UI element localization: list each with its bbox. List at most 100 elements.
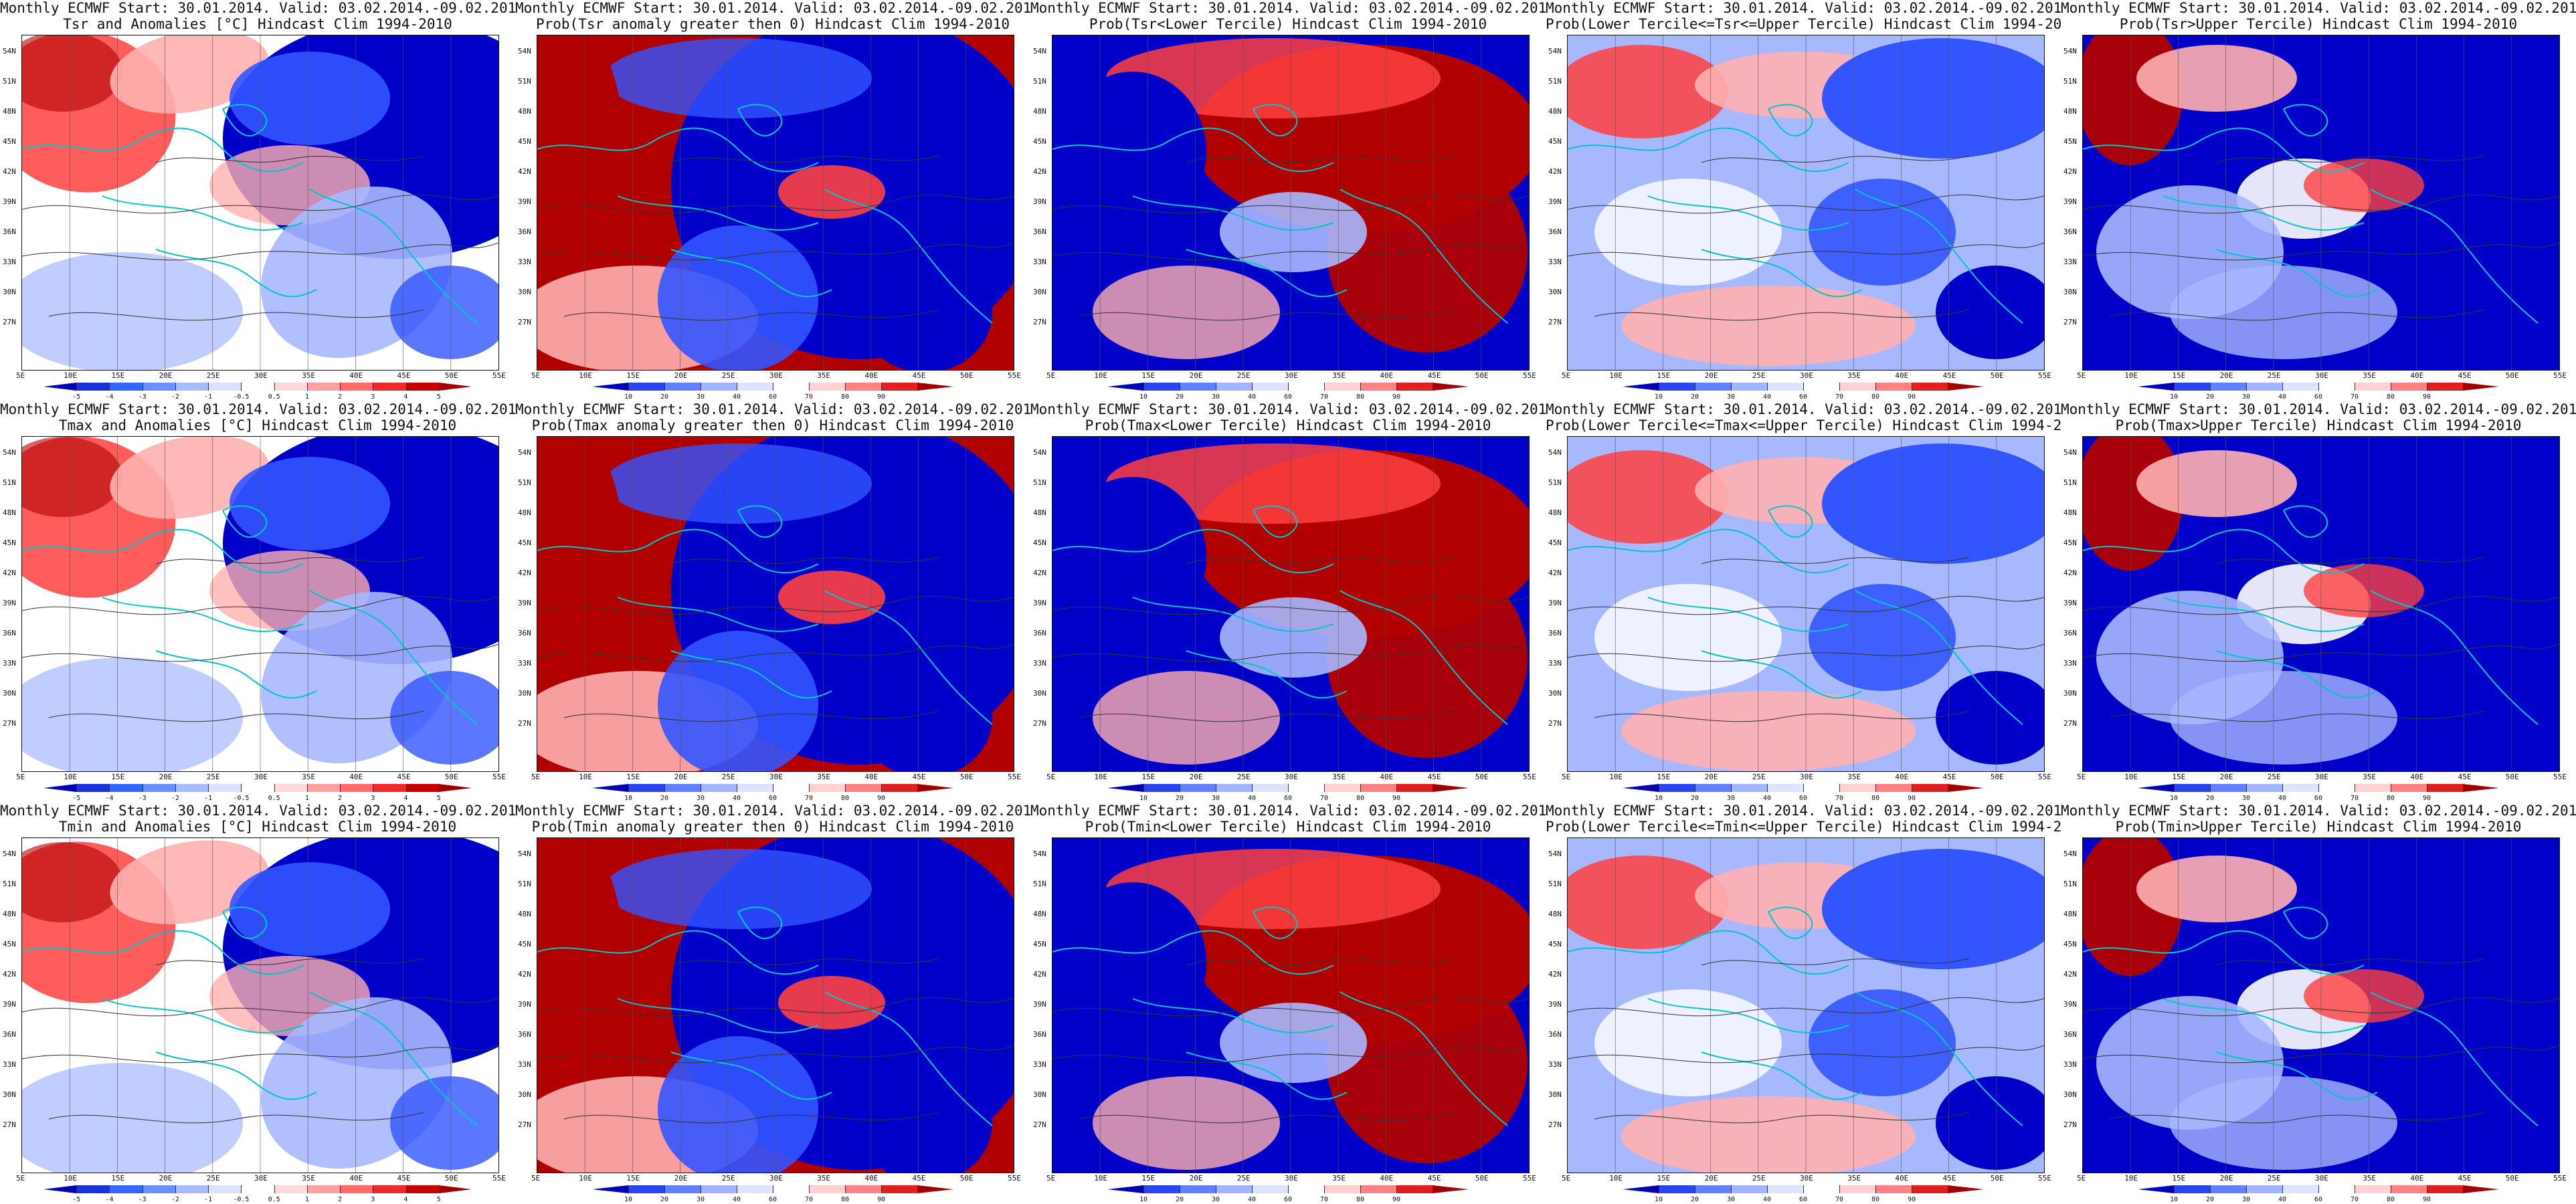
map-line [1855, 189, 2023, 324]
colorbar-segment [373, 784, 407, 792]
colorbar-segment [2210, 383, 2247, 391]
field-region [537, 842, 624, 1083]
colorbar-tick-label: 30 [1211, 393, 1220, 401]
colorbar-segment [1695, 383, 1732, 391]
latitude-label: 36N [2063, 629, 2077, 637]
longitude-label: 20E [1704, 773, 1718, 781]
colorbar-tick-label: 60 [1283, 1196, 1293, 1203]
latitude-label: 39N [2063, 599, 2077, 607]
map-line [2370, 991, 2539, 1126]
map-line [2370, 189, 2539, 324]
field-region [1822, 849, 2044, 969]
colorbar-segment [1360, 383, 1397, 391]
field-region [658, 1036, 818, 1173]
colorbar-tick-label: 30 [1726, 1196, 1736, 1203]
colorbar-tick-label: 1 [304, 1196, 309, 1203]
map-line [670, 958, 939, 966]
latitude-label: 33N [1548, 258, 1562, 266]
longitude-label: 45E [1427, 371, 1441, 380]
map-area [1567, 436, 2045, 772]
longitude-label: 25E [2267, 773, 2281, 781]
latitude-label: 36N [3, 629, 16, 637]
colorbar [592, 1185, 953, 1193]
field-region [1568, 856, 1728, 949]
colorbar-tick-label: 70 [1319, 1196, 1329, 1203]
map-svg [537, 35, 1014, 370]
latitude-label: 42N [1033, 970, 1046, 979]
latitude-label: 42N [3, 167, 16, 176]
colorbar-segment [1396, 1185, 1433, 1193]
colorbar-tick-label: 10 [2169, 1196, 2179, 1203]
map-line [1647, 597, 1849, 632]
map-line [737, 505, 783, 538]
longitude-label: 35E [1847, 1174, 1861, 1183]
colorbar [1623, 1185, 1984, 1193]
colorbar-segment [1288, 784, 1325, 792]
colorbar-left-arrow [1623, 784, 1659, 792]
colorbar-segment [1695, 784, 1732, 792]
map-line [1052, 194, 1529, 214]
field-region [1568, 45, 1728, 138]
colorbar-segment [241, 1185, 275, 1193]
colorbar-segment [1875, 1185, 1912, 1193]
field-region [1093, 266, 1280, 359]
panel-title-line2: Prob(Lower Tercile<=Tmax<=Upper Tercile)… [1546, 417, 2061, 433]
colorbar-segment [1360, 784, 1397, 792]
latitude-label: 30N [518, 288, 531, 296]
latitude-label: 45N [3, 538, 16, 547]
colorbar-segment [1288, 1185, 1325, 1193]
panel-title-line2: Prob(Lower Tercile<=Tsr<=Upper Tercile) … [1546, 16, 2061, 32]
colorbar-tick-label: 80 [1871, 393, 1880, 401]
colorbar-tick-label: 10 [1654, 393, 1663, 401]
map-line [1568, 595, 2044, 615]
field-region [1327, 152, 1528, 353]
colorbar-segment [1324, 784, 1361, 792]
latitude-label: 45N [1033, 940, 1046, 948]
colorbar [2138, 383, 2499, 391]
panel-title-line1: Monthly ECMWF Start: 30.01.2014. Valid: … [2061, 401, 2576, 417]
longitude-label: 50E [1990, 1174, 2004, 1183]
map-line [1568, 930, 1849, 975]
latitude-label: 33N [518, 1060, 531, 1069]
longitude-label: 10E [64, 1174, 78, 1183]
longitude-label: 40E [1895, 371, 1909, 380]
longitude-label: 40E [1895, 773, 1909, 781]
panel-title-line1: Monthly ECMWF Start: 30.01.2014. Valid: … [1030, 401, 1546, 417]
colorbar-segment [2246, 1185, 2283, 1193]
panel-title: Monthly ECMWF Start: 30.01.2014. Valid: … [1546, 803, 2061, 836]
latitude-label: 48N [1548, 508, 1562, 517]
field-region [2170, 266, 2397, 359]
map-line [670, 249, 832, 298]
colorbar-tick-label: 80 [840, 795, 850, 802]
map-line [1855, 590, 2023, 725]
latitude-label: 48N [1548, 910, 1562, 918]
latitude-label: 33N [3, 258, 16, 266]
latitude-label: 54N [1548, 47, 1562, 56]
longitude-label: 40E [1380, 1174, 1394, 1183]
longitude-label: 55E [492, 371, 506, 380]
colorbar-right-arrow [1948, 784, 1984, 792]
colorbar-tick-label: 10 [1139, 393, 1148, 401]
latitude-label: 27N [2063, 1120, 2077, 1129]
colorbar-segment [208, 383, 242, 391]
colorbar-tick-label: 40 [732, 795, 741, 802]
forecast-map-panel: Monthly ECMWF Start: 30.01.2014. Valid: … [1030, 0, 1546, 401]
panel-title: Monthly ECMWF Start: 30.01.2014. Valid: … [2061, 803, 2576, 836]
colorbar-segment [175, 1185, 209, 1193]
map-line [1132, 195, 1334, 231]
panel-title: Monthly ECMWF Start: 30.01.2014. Valid: … [1030, 0, 1546, 33]
colorbar-tick-label: 0.5 [268, 795, 280, 802]
colorbar-tick-label: 30 [696, 393, 705, 401]
latitude-label: 33N [1033, 659, 1046, 668]
map-line [1701, 958, 1970, 966]
colorbar-tick-label: 20 [1690, 393, 1699, 401]
colorbar-right-arrow [917, 383, 953, 391]
panel-title: Monthly ECMWF Start: 30.01.2014. Valid: … [1030, 803, 1546, 836]
field-region [1621, 1096, 1916, 1173]
longitude-label: 15E [626, 773, 640, 781]
map-svg [537, 838, 1014, 1173]
map-line [22, 194, 498, 214]
colorbar-left-arrow [43, 383, 76, 391]
latitude-label: 36N [518, 1030, 531, 1039]
map-line [1701, 249, 1863, 298]
